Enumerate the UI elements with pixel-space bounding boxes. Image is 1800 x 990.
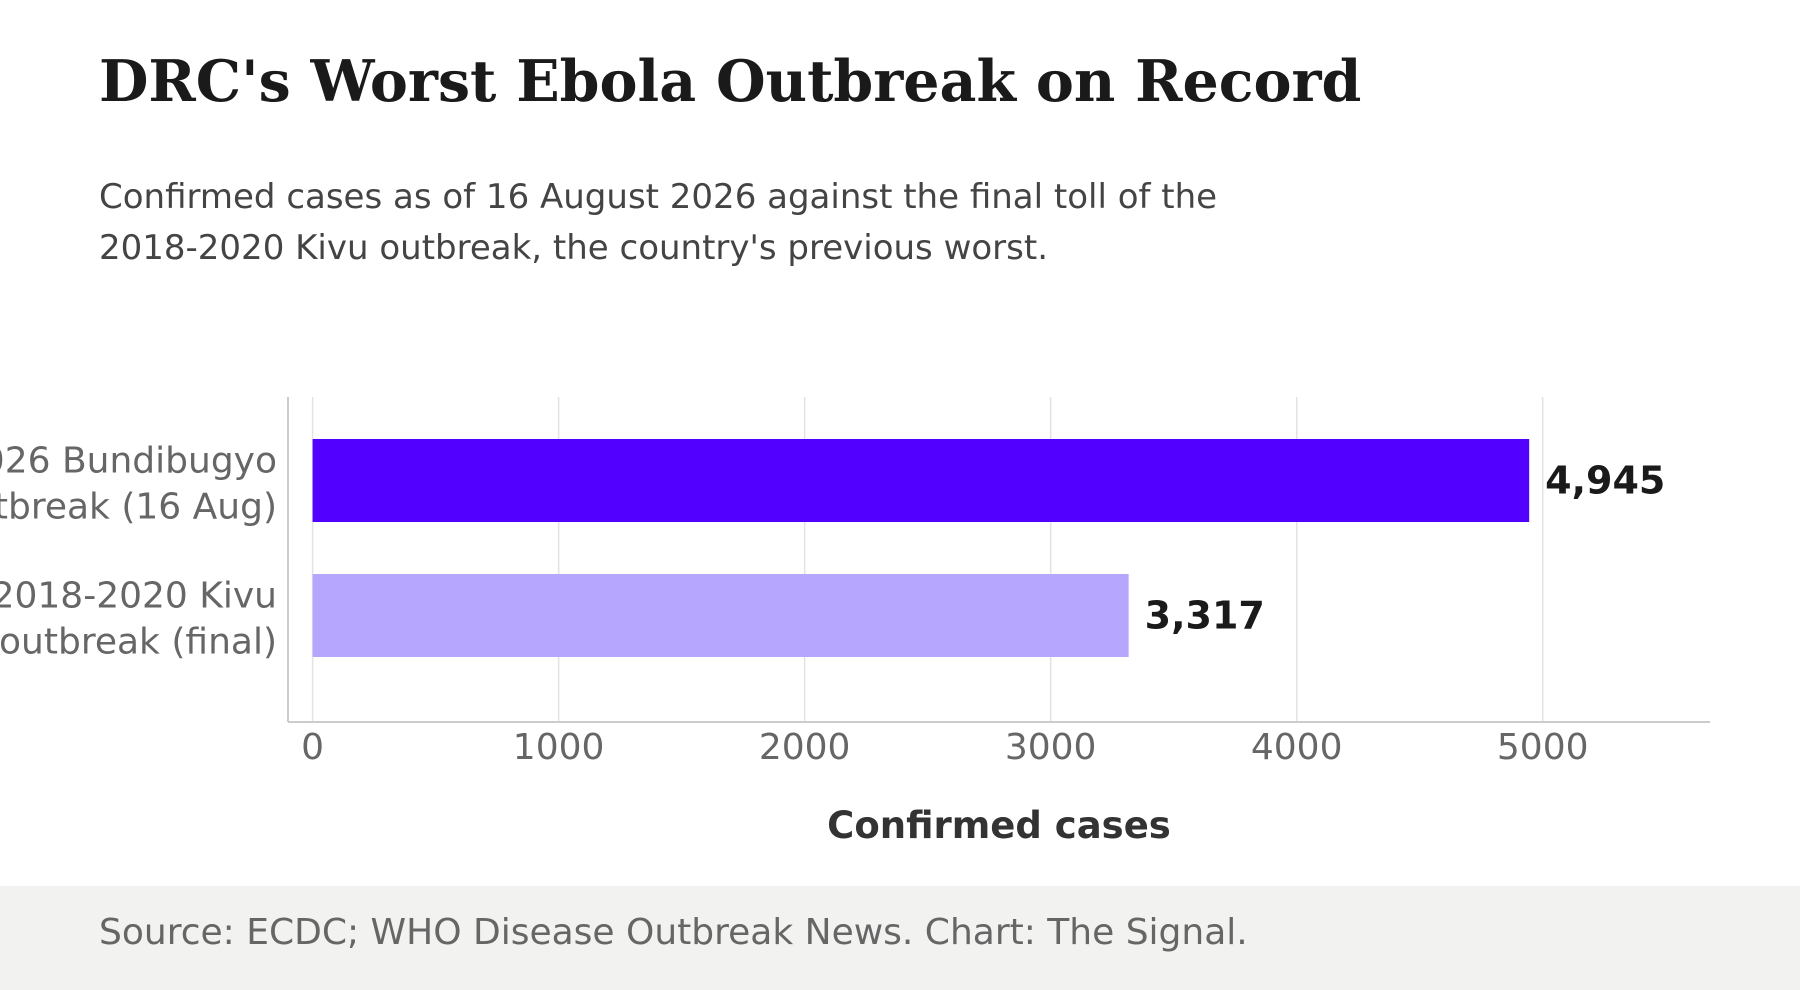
bar-1 <box>312 439 1530 522</box>
x-axis-title: Confirmed cases <box>827 804 1171 847</box>
footer: Source: ECDC; WHO Disease Outbreak News.… <box>0 886 1800 990</box>
y-category-label-line: outbreak (final) <box>0 622 277 663</box>
bar-value-label: 3,317 <box>1145 594 1265 638</box>
y-category-label-line: 2018-2020 Kivu <box>0 576 277 617</box>
x-tick-label: 5000 <box>1497 727 1589 768</box>
bar-2 <box>312 574 1129 657</box>
source-note: Source: ECDC; WHO Disease Outbreak News.… <box>99 912 1248 953</box>
subtitle-line-2: 2018-2020 Kivu outbreak, the country's p… <box>99 228 1049 268</box>
labels: 4,945 2026 Bundibugyo outbreak (16 Aug) 3,3… <box>0 441 1665 663</box>
bar-chart: 0 1000 2000 3000 4000 5000 Confirmed cases 4,9… <box>0 397 1710 847</box>
axes: 0 1000 2000 3000 4000 5000 Confirmed cases <box>287 397 1710 847</box>
x-tick-label: 1000 <box>513 727 605 768</box>
x-tick-label: 2000 <box>759 727 851 768</box>
y-category-label-line: 2026 Bundibugyo <box>0 441 277 482</box>
x-tick-label: 0 <box>301 727 324 768</box>
bars <box>312 439 1530 657</box>
y-category-label: 2026 Bundibugyo outbreak (16 Aug) <box>0 441 277 528</box>
chart-subtitle: Confirmed cases as of 16 August 2026 aga… <box>99 172 1399 274</box>
y-category-label-line: outbreak (16 Aug) <box>0 487 277 528</box>
bar-value-label: 4,945 <box>1545 459 1665 503</box>
x-tick-label: 3000 <box>1005 727 1097 768</box>
chart-title: DRC's Worst Ebola Outbreak on Record <box>99 48 1362 115</box>
x-tick-label: 4000 <box>1251 727 1343 768</box>
y-category-label: 2018-2020 Kivu outbreak (final) <box>0 576 277 663</box>
subtitle-line-1: Confirmed cases as of 16 August 2026 aga… <box>99 177 1218 217</box>
